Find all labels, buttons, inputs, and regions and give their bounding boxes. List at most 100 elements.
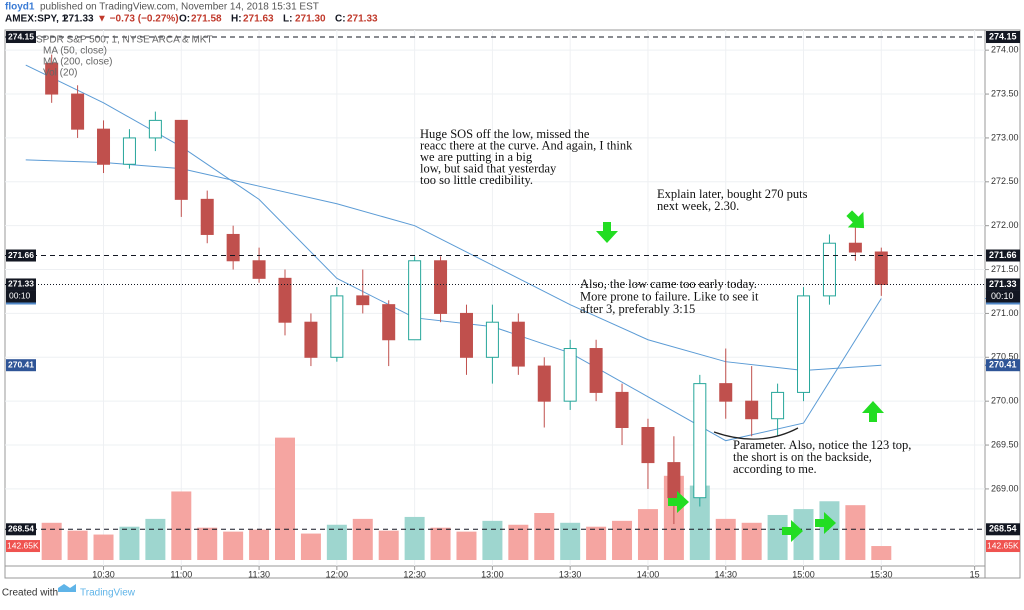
price-label: 270.41 — [8, 359, 34, 369]
candle-body — [148, 119, 162, 139]
volume-bar — [41, 522, 62, 560]
arrow — [846, 210, 865, 229]
volume-bar — [249, 529, 270, 560]
header-text: 271.58 — [191, 14, 222, 25]
arrow — [668, 491, 689, 513]
price-label-bg — [986, 523, 1020, 536]
candle-body — [693, 383, 707, 499]
y-tick-label: 270.50 — [991, 352, 1019, 362]
candle-body — [226, 233, 240, 262]
volume-label: 142.65K — [7, 540, 39, 550]
y-tick-label: 270.00 — [991, 396, 1019, 406]
arrow — [782, 520, 803, 542]
annotation: we are putting in a big — [420, 150, 533, 164]
price-label: 274.15 — [8, 31, 34, 41]
annotation-curve — [713, 427, 799, 440]
y-tick-label: 272.50 — [991, 176, 1019, 186]
volume-label-bg — [986, 540, 1020, 553]
volume-bar — [689, 485, 710, 560]
volume-bar — [741, 522, 762, 560]
price-label-bg — [986, 359, 1020, 372]
price-label: 274.15 — [989, 31, 1017, 41]
published: published on TradingView.com, November 1… — [40, 2, 319, 13]
candle-body — [848, 242, 862, 253]
volume-bar — [145, 518, 166, 560]
volume-bar — [612, 520, 633, 560]
candle-body — [511, 321, 525, 367]
header-text: C: — [335, 14, 346, 25]
logo — [58, 584, 76, 592]
volume-bar — [378, 530, 399, 560]
candle-body — [122, 137, 136, 165]
price-label: 268.54 — [989, 524, 1017, 534]
legend-entry: MA (50, close) — [43, 46, 107, 57]
annotation: low, but said that yesterday — [420, 161, 557, 175]
countdown-bg — [986, 290, 1020, 303]
header-text: 271.33 — [63, 14, 94, 25]
annotation: according to me. — [733, 462, 817, 476]
volume-bar — [845, 505, 866, 560]
price-label-bg-left — [6, 31, 36, 44]
price-label: 271.66 — [8, 250, 34, 260]
candle-body — [797, 295, 811, 393]
x-tick-label: 11:30 — [248, 569, 270, 579]
y-tick-label: 271.00 — [991, 308, 1019, 318]
header-text: AMEX:SPY, 1 — [5, 14, 68, 25]
candle-body — [459, 312, 473, 358]
candle-body — [641, 427, 655, 464]
price-label-bg-left — [6, 249, 36, 262]
annotation: Explain later, bought 270 puts — [657, 187, 808, 201]
y-tick-label: 273.50 — [991, 88, 1019, 98]
volume-bar — [767, 514, 788, 560]
candle-body — [615, 391, 629, 429]
candle-body — [537, 365, 551, 402]
x-tick-label: 12:00 — [326, 569, 349, 579]
y-tick-label: 273.00 — [991, 132, 1019, 142]
arrow — [596, 222, 618, 243]
candle-body — [408, 260, 422, 341]
chart-title: SPDR S&P 500, 1, NYSE ARCA & MKT — [36, 35, 213, 46]
candle-body — [200, 198, 214, 235]
annotation: next week, 2.30. — [657, 199, 739, 213]
price-label: 270.41 — [989, 360, 1017, 370]
frame — [4, 29, 1021, 579]
price-label: 271.66 — [989, 250, 1017, 260]
arrow — [862, 401, 884, 422]
annotation: the short is on the backside, — [733, 450, 872, 464]
x-tick-label: 15:30 — [870, 569, 893, 579]
author: floyd1 — [5, 2, 35, 13]
x-tick-label: 15:00 — [792, 569, 815, 579]
candle-body — [97, 128, 111, 165]
header-text: L: — [283, 14, 292, 25]
header-text: 271.33 — [347, 14, 378, 25]
volume-bar — [430, 527, 451, 560]
candle-body — [667, 462, 681, 499]
candle-body — [485, 321, 499, 358]
volume-bar — [560, 522, 581, 560]
y-tick-label: 271.50 — [991, 264, 1019, 274]
legend-entry: Vol (20) — [43, 68, 77, 79]
volume-bar — [482, 520, 503, 560]
x-tick-label: 14:00 — [637, 569, 660, 579]
volume-bar — [171, 491, 192, 560]
annotation: reacc there at the curve. And again, I t… — [420, 138, 633, 152]
candle-body — [771, 391, 785, 420]
candle-body — [382, 304, 396, 341]
candle-body — [745, 400, 759, 420]
volume-bar — [223, 531, 244, 560]
header-text: O: — [179, 14, 190, 25]
header-text: ▼ −0.73 (−0.27%) — [97, 14, 179, 25]
volume-bar — [300, 533, 321, 560]
x-tick-label: 13:30 — [559, 569, 582, 579]
candle-body — [278, 277, 292, 323]
legend-entry: MA (200, close) — [43, 57, 112, 68]
countdown: 00:10 — [9, 291, 31, 301]
annotation: Huge SOS off the low, missed the — [420, 127, 590, 141]
candle-body — [719, 383, 733, 402]
volume-bar — [326, 524, 347, 560]
price-label: 268.54 — [8, 524, 34, 534]
x-tick-label: 12:30 — [403, 569, 426, 579]
candle-body — [563, 348, 577, 402]
volume-label-bg-left — [6, 540, 40, 553]
footer-created: Created with — [2, 588, 58, 599]
